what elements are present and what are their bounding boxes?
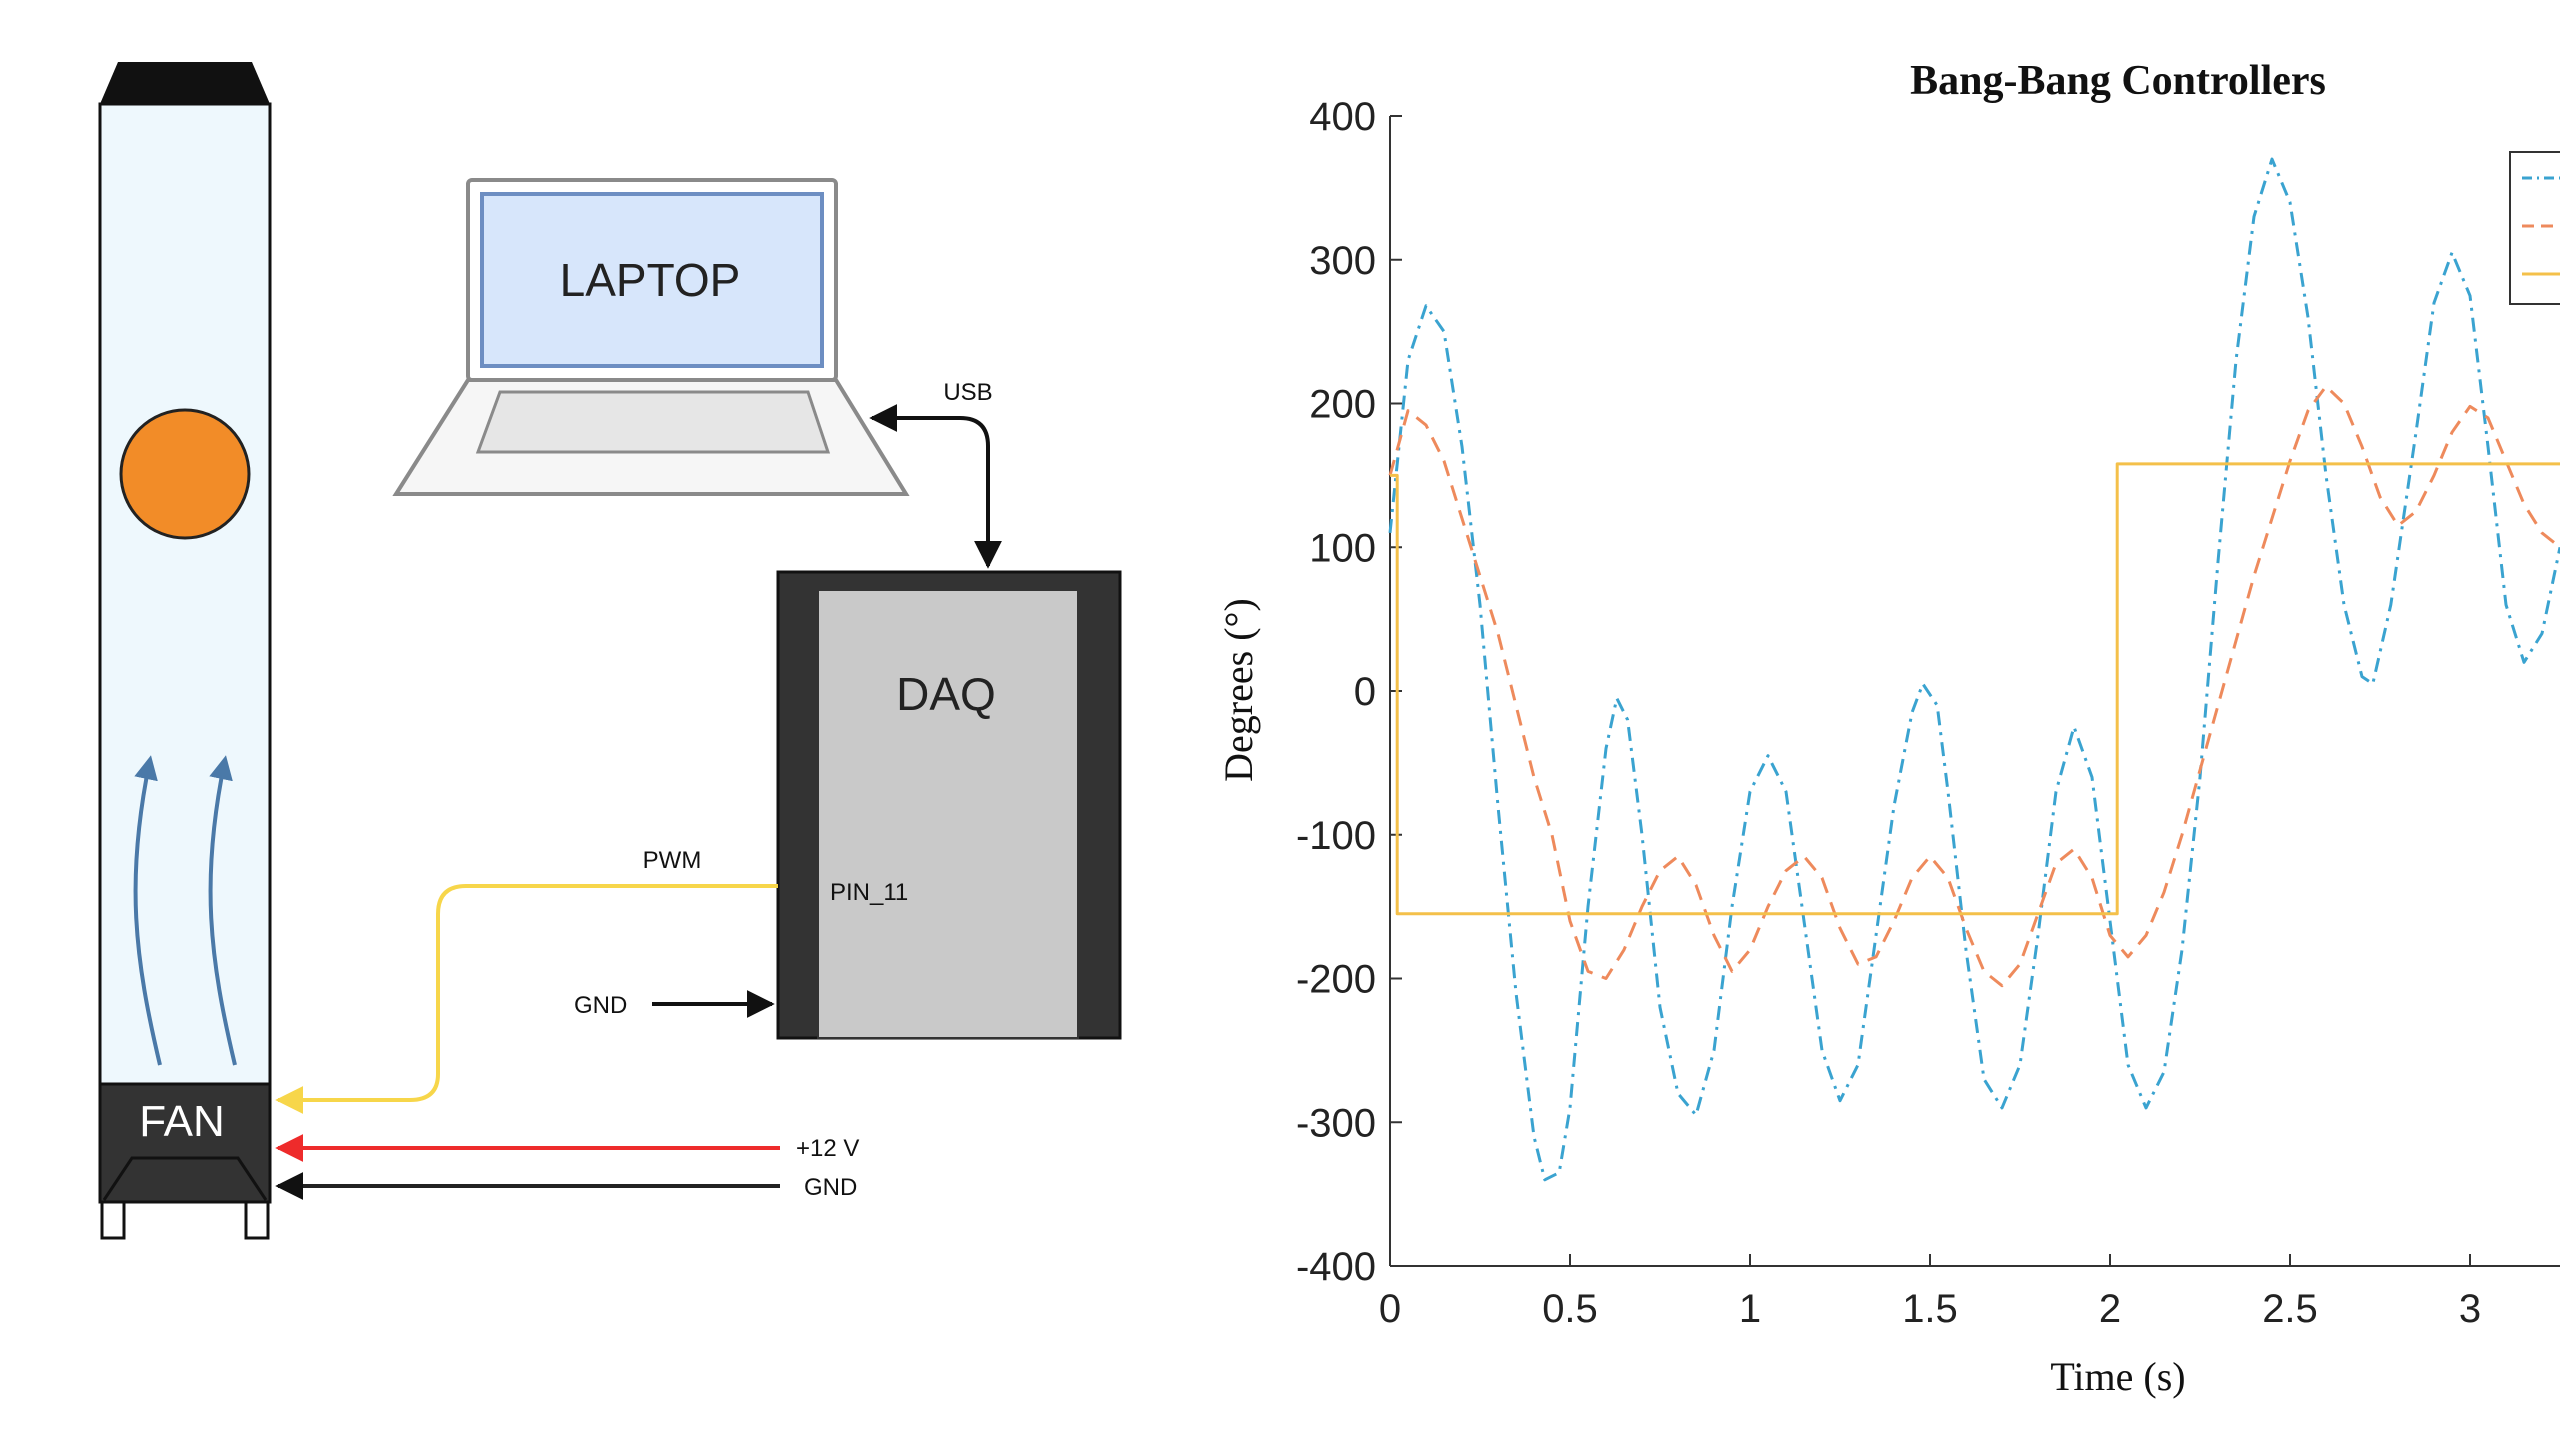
daq-label: DAQ (896, 668, 996, 720)
tube-cap (100, 62, 270, 104)
laptop: LAPTOP (392, 178, 910, 496)
tube-body (98, 102, 272, 1086)
fan-shroud (102, 1156, 268, 1201)
x-axis-label: Time (s) (2050, 1354, 2185, 1399)
y-tick-label: 0 (1354, 670, 1376, 714)
chart-series (1388, 157, 2560, 1182)
pwm-wire (275, 884, 778, 1114)
fan-label: FAN (139, 1097, 225, 1146)
y-tick-label: 300 (1309, 239, 1376, 283)
fan-leg-right (244, 1200, 270, 1240)
fan-body (98, 1082, 272, 1204)
x-tick-label: 0 (1379, 1287, 1401, 1331)
legend-box (2509, 151, 2560, 305)
airflow-arrow-left (133, 755, 162, 1066)
x-tick-label: 2.5 (2262, 1287, 2318, 1331)
x-tick-label: 2 (2099, 1287, 2121, 1331)
pin-label: PIN_11 (830, 879, 908, 906)
laptop-keyboard (475, 390, 831, 454)
y-tick-label: -300 (1296, 1101, 1376, 1145)
y-tick-label: 400 (1309, 95, 1376, 139)
daq-panel (817, 589, 1079, 1039)
usb-cable (869, 404, 1002, 569)
fan: FAN (98, 1082, 272, 1240)
x-tick-label: 3 (2459, 1287, 2481, 1331)
chart-legend (2509, 151, 2560, 305)
y-tick-label: -100 (1296, 814, 1376, 858)
bang-bang-chart: Bang-Bang Controllers 0 0.5 1 1.5 2 2.5 3 400 30… (1216, 58, 2560, 1399)
series-line-3 (1390, 462, 2560, 916)
system-diagram: FAN LAPTOP USB DAQ PIN_11 PWM GND +12 V (98, 62, 1122, 1240)
wind-tube (98, 62, 272, 1086)
y-tick-label: -400 (1296, 1245, 1376, 1289)
daq: DAQ PIN_11 (776, 570, 1122, 1040)
x-tick-label: 1 (1739, 1287, 1761, 1331)
fan-leg-left (100, 1200, 126, 1240)
series-line-1 (1388, 157, 2560, 1182)
v12-label: +12 V (796, 1135, 859, 1162)
laptop-label: LAPTOP (560, 254, 741, 306)
y-tick-label: -200 (1296, 958, 1376, 1002)
y-axis-label: Degrees (°) (1216, 598, 1261, 782)
x-tick-label: 1.5 (1902, 1287, 1958, 1331)
chart-axes: 0 0.5 1 1.5 2 2.5 3 400 300 200 100 0 -100 -200 -300 -4… (1296, 95, 2560, 1331)
ball (119, 408, 251, 540)
gnd-fan-label: GND (804, 1174, 857, 1201)
gnd-daq-label: GND (574, 992, 627, 1019)
x-tick-label: 0.5 (1542, 1287, 1598, 1331)
pwm-label: PWM (643, 847, 702, 874)
usb-label: USB (943, 379, 992, 406)
series-line-2 (1388, 384, 2560, 988)
chart-title: Bang-Bang Controllers (1910, 58, 2326, 104)
y-tick-label: 200 (1309, 383, 1376, 427)
airflow-arrow-right (208, 755, 237, 1066)
y-tick-label: 100 (1309, 526, 1376, 570)
laptop-screen (480, 192, 824, 368)
